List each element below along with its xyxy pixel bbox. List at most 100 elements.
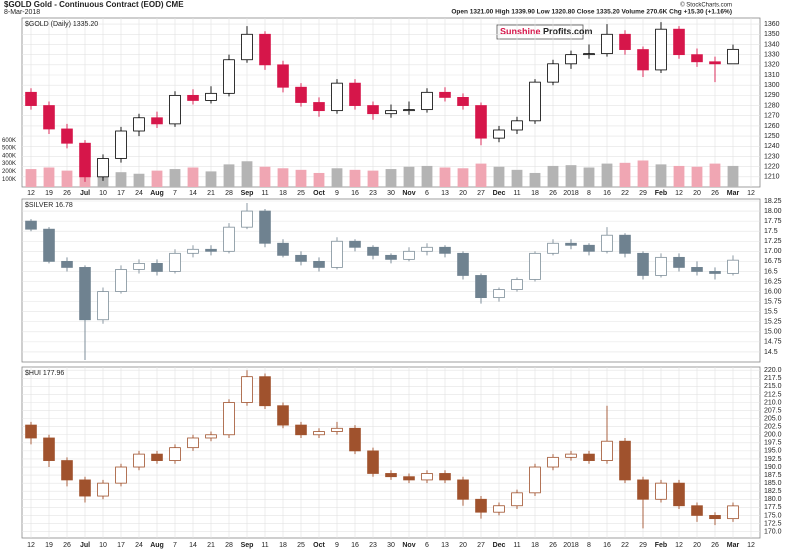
y-tick-label: 16.75	[764, 258, 782, 265]
candle-body	[295, 86, 307, 103]
x-tick-label: 12	[747, 190, 755, 197]
y-tick-label: 1280	[764, 102, 780, 109]
candle-body	[151, 453, 163, 461]
candle-body	[529, 81, 541, 122]
credit: © StockCharts.com	[680, 2, 732, 9]
candle-body	[205, 248, 217, 252]
volume-bar	[529, 172, 541, 187]
y-tick-label: 17.00	[764, 248, 782, 255]
candle-body	[367, 450, 379, 474]
x-tick-label: 6	[425, 190, 429, 197]
y-tick-label: 15.5	[764, 309, 778, 316]
logo-right: Profits.com	[543, 26, 593, 36]
candle-body	[709, 271, 721, 274]
x-tick-label: 12	[675, 542, 683, 549]
candle-body	[97, 291, 109, 321]
y-tick-label: 190.0	[764, 464, 782, 471]
volume-bar	[457, 168, 469, 187]
volume-bar	[493, 166, 505, 187]
candle-body	[637, 252, 649, 276]
y-tick-label: 15.25	[764, 319, 782, 326]
x-tick-label: 18	[531, 542, 539, 549]
candle-body	[457, 97, 469, 106]
candle-body	[295, 254, 307, 262]
x-tick-label: 11	[261, 542, 268, 549]
volume-bar	[385, 169, 397, 187]
candle-body	[565, 453, 577, 458]
candle-body	[511, 279, 523, 290]
x-tick-label: Mar	[727, 190, 740, 197]
y-tick-label: 197.5	[764, 440, 782, 447]
candle-body	[565, 54, 577, 65]
y-tick-label: 15.00	[764, 329, 782, 336]
panel-label: $SILVER 16.78	[25, 202, 73, 209]
x-tick-label: 9	[335, 190, 339, 197]
y-tick-label: 1350	[764, 31, 780, 38]
x-tick-label: 6	[425, 542, 429, 549]
x-tick-label: 28	[225, 190, 233, 197]
x-tick-label: 18	[531, 190, 539, 197]
y-tick-label: 200.0	[764, 432, 782, 439]
y-tick-label: 207.5	[764, 407, 782, 414]
candle-body	[547, 456, 559, 468]
candle-body	[313, 102, 325, 112]
y-tick-label: 215.0	[764, 383, 782, 390]
candle-body	[349, 427, 361, 452]
candle-body	[655, 256, 667, 276]
x-tick-label: 29	[639, 542, 647, 549]
x-tick-label: 7	[173, 190, 177, 197]
x-tick-label: 10	[99, 542, 107, 549]
x-tick-label: 22	[621, 542, 629, 549]
y-tick-label: 1330	[764, 51, 780, 58]
y-tick-label: 1310	[764, 72, 780, 79]
y-tick-label: 18.25	[764, 198, 782, 205]
candle-body	[727, 505, 739, 520]
candle-body	[637, 479, 649, 500]
volume-bar	[43, 167, 55, 187]
y-tick-label: 1230	[764, 153, 780, 160]
x-tick-label: Nov	[402, 190, 415, 197]
candle-body	[79, 479, 91, 497]
y-tick-label: 14.5	[764, 349, 778, 356]
volume-tick-label: 500K	[2, 146, 16, 152]
y-tick-label: 1290	[764, 92, 780, 99]
volume-bar	[709, 163, 721, 187]
candle-body	[349, 240, 361, 248]
panel-label: $GOLD (Daily) 1335.20	[25, 21, 98, 28]
volume-bar	[403, 166, 415, 187]
x-tick-label: 30	[387, 190, 395, 197]
candle-body	[385, 254, 397, 260]
volume-bar	[151, 170, 163, 187]
candle-body	[61, 128, 73, 144]
candle-body	[583, 453, 595, 461]
candle-body	[421, 91, 433, 111]
x-tick-label: 26	[549, 542, 557, 549]
y-tick-label: 170.0	[764, 528, 782, 535]
y-tick-label: 16.00	[764, 288, 782, 295]
candle-body	[115, 269, 127, 292]
candle-body	[187, 94, 199, 101]
candle-body	[115, 130, 127, 159]
candle-body	[601, 33, 613, 55]
candle-body	[511, 120, 523, 131]
x-tick-label: 26	[711, 542, 719, 549]
candle-body	[133, 453, 145, 468]
volume-bar	[169, 169, 181, 187]
x-tick-label: 11	[513, 542, 520, 549]
x-tick-label: 24	[135, 190, 143, 197]
x-tick-label: 10	[99, 190, 107, 197]
candle-body	[601, 234, 613, 252]
x-tick-label: Jul	[80, 190, 90, 197]
y-tick-label: 180.0	[764, 496, 782, 503]
x-tick-label: 28	[225, 542, 233, 549]
x-tick-label: 14	[189, 190, 197, 197]
candle-body	[43, 437, 55, 461]
x-tick-label: 21	[207, 190, 215, 197]
candle-body	[223, 226, 235, 252]
candle-body	[583, 53, 595, 56]
candle-body	[547, 63, 559, 83]
candle-body	[313, 260, 325, 268]
y-tick-label: 217.5	[764, 375, 782, 382]
x-tick-label: 22	[621, 190, 629, 197]
volume-bar	[331, 168, 343, 187]
